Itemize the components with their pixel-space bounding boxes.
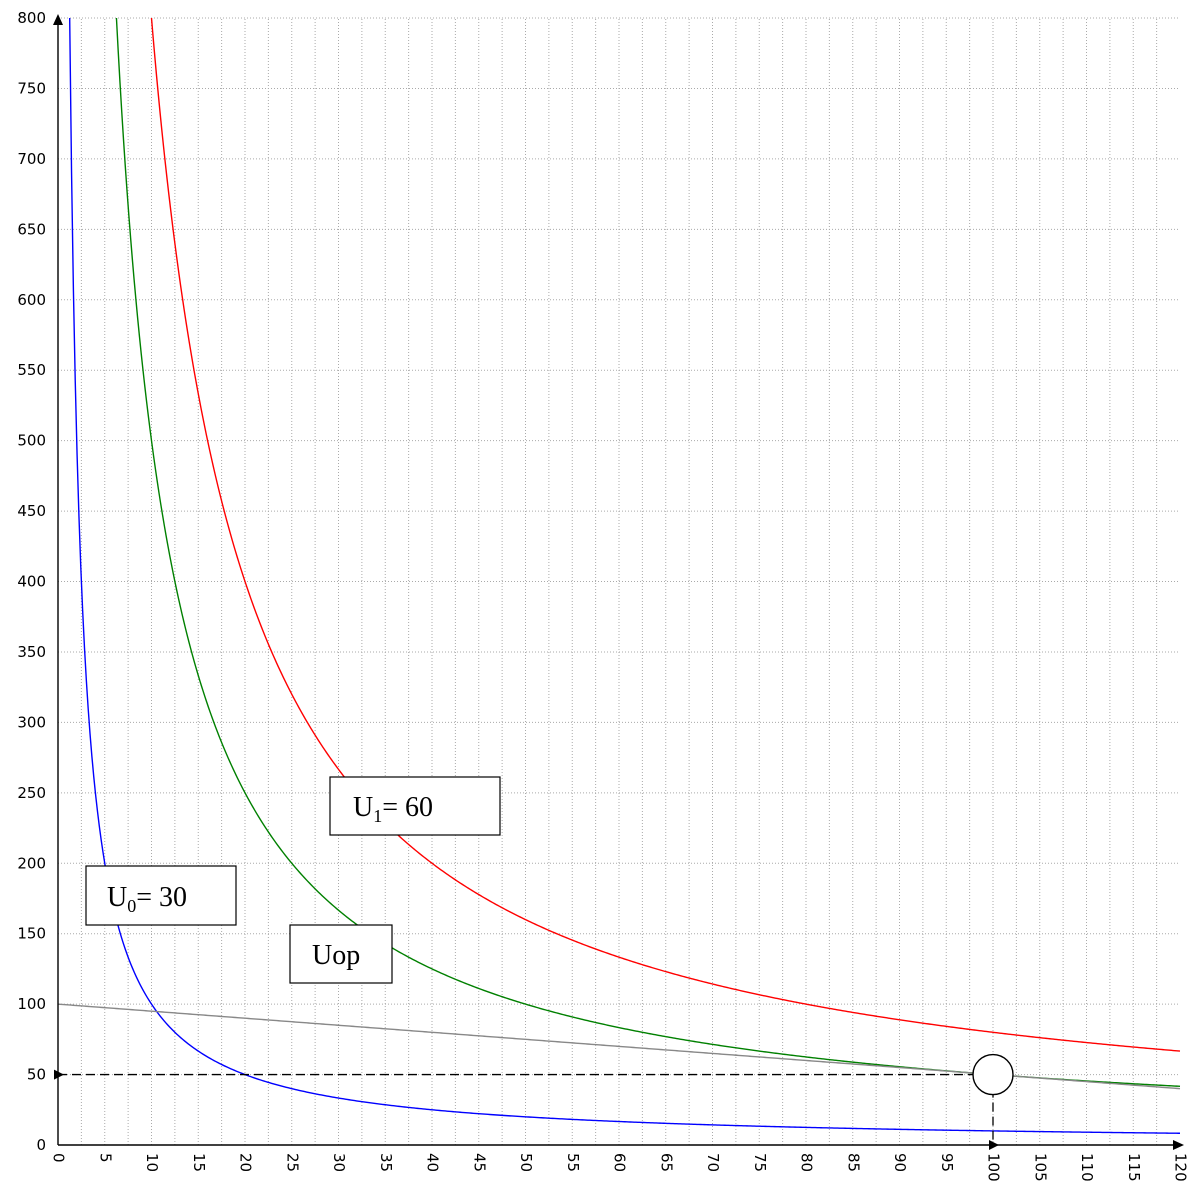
- callout-label-main: U: [107, 882, 127, 913]
- callout-box: [329, 776, 501, 836]
- y-tick-label: 500: [17, 432, 46, 450]
- x-tick-label: 35: [377, 1153, 395, 1172]
- y-axis-arrow-icon: [53, 14, 63, 25]
- y-tick-label: 750: [17, 79, 46, 97]
- y-tick-label: 200: [17, 854, 46, 872]
- callout-uop: Uop: [289, 924, 393, 984]
- callout-label-main: Uop: [312, 940, 360, 971]
- callout-u1: U1= 60: [329, 776, 501, 836]
- indifference-curve-uop: [115, 17, 1181, 1087]
- x-tick-label: 110: [1078, 1153, 1096, 1182]
- x-tick-label: 115: [1125, 1153, 1143, 1182]
- callout-label: U1= 60: [353, 792, 433, 826]
- callout-label-subscript: 0: [127, 896, 136, 916]
- callout-label: U0= 30: [107, 882, 187, 916]
- x-tick-label: 10: [143, 1153, 161, 1172]
- x-tick-label: 70: [704, 1153, 722, 1172]
- x-tick-label: 25: [283, 1153, 301, 1172]
- y-tick-label: 350: [17, 643, 46, 661]
- callout-label-subscript: 1: [373, 806, 382, 826]
- x-tick-label: 100: [985, 1153, 1003, 1182]
- x-tick-label: 40: [424, 1153, 442, 1172]
- y-tick-label: 50: [27, 1066, 46, 1084]
- callout-box: [85, 865, 237, 926]
- y-tick-label: 400: [17, 573, 46, 591]
- y-tick-label: 300: [17, 713, 46, 731]
- y-tick-label: 650: [17, 220, 46, 238]
- x-tick-label: 85: [844, 1153, 862, 1172]
- x-tick-label: 45: [470, 1153, 488, 1172]
- x-tick-label: 5: [96, 1153, 114, 1163]
- optimum-point-marker: [972, 1053, 1014, 1096]
- x-tick-label: 30: [330, 1153, 348, 1172]
- callout-u0: U0= 30: [85, 865, 237, 926]
- y-tick-label: 100: [17, 995, 46, 1013]
- y-tick-label: 700: [17, 150, 46, 168]
- x-tick-label: 50: [517, 1153, 535, 1172]
- x-tick-label: 105: [1031, 1153, 1049, 1182]
- indifference-curve-u0: [68, 17, 1181, 1134]
- y-tick-label: 800: [17, 9, 46, 27]
- x-axis-tick-labels: 0 5 10 15 20 25 30 35 40 45 50 55 60 65 70 75 80 85 90 95 10…: [50, 1153, 1190, 1182]
- x-tick-label: 95: [938, 1153, 956, 1172]
- y-tick-label: 550: [17, 361, 46, 379]
- grid: [58, 17, 1180, 1145]
- x-tick-label: 15: [190, 1153, 208, 1172]
- callout-label-value: = 30: [136, 882, 187, 913]
- y-tick-label: 250: [17, 784, 46, 802]
- guide-lines: [58, 1053, 1014, 1145]
- indifference-curve-u1: [150, 17, 1181, 1052]
- x-value-arrow-icon: [989, 1140, 999, 1150]
- x-tick-label: 55: [564, 1153, 582, 1172]
- y-tick-label: 450: [17, 502, 46, 520]
- y-value-arrow-icon: [54, 1069, 64, 1080]
- y-tick-label: 150: [17, 925, 46, 943]
- callout-label-main: U: [353, 792, 373, 823]
- y-tick-label: 0: [36, 1136, 46, 1154]
- x-axis-arrow-icon: [1173, 1140, 1184, 1150]
- callout-label: Uop: [312, 940, 360, 971]
- x-tick-label: 90: [891, 1153, 909, 1172]
- series-layer: [57, 17, 1181, 1134]
- x-tick-label: 120: [1172, 1153, 1190, 1182]
- callout-label-value: = 60: [382, 792, 433, 823]
- callout-box: [289, 924, 393, 984]
- x-tick-label: 60: [611, 1153, 629, 1172]
- x-tick-label: 65: [657, 1153, 675, 1172]
- axes: [53, 14, 1184, 1150]
- x-tick-label: 0: [50, 1153, 68, 1163]
- x-tick-label: 20: [237, 1153, 255, 1172]
- x-tick-label: 75: [751, 1153, 769, 1172]
- x-tick-label: 80: [798, 1153, 816, 1172]
- y-tick-label: 600: [17, 291, 46, 309]
- y-axis-tick-labels: 0 50 100 150 200 250 300 350 400 450 500 550 600 650 7…: [17, 9, 46, 1154]
